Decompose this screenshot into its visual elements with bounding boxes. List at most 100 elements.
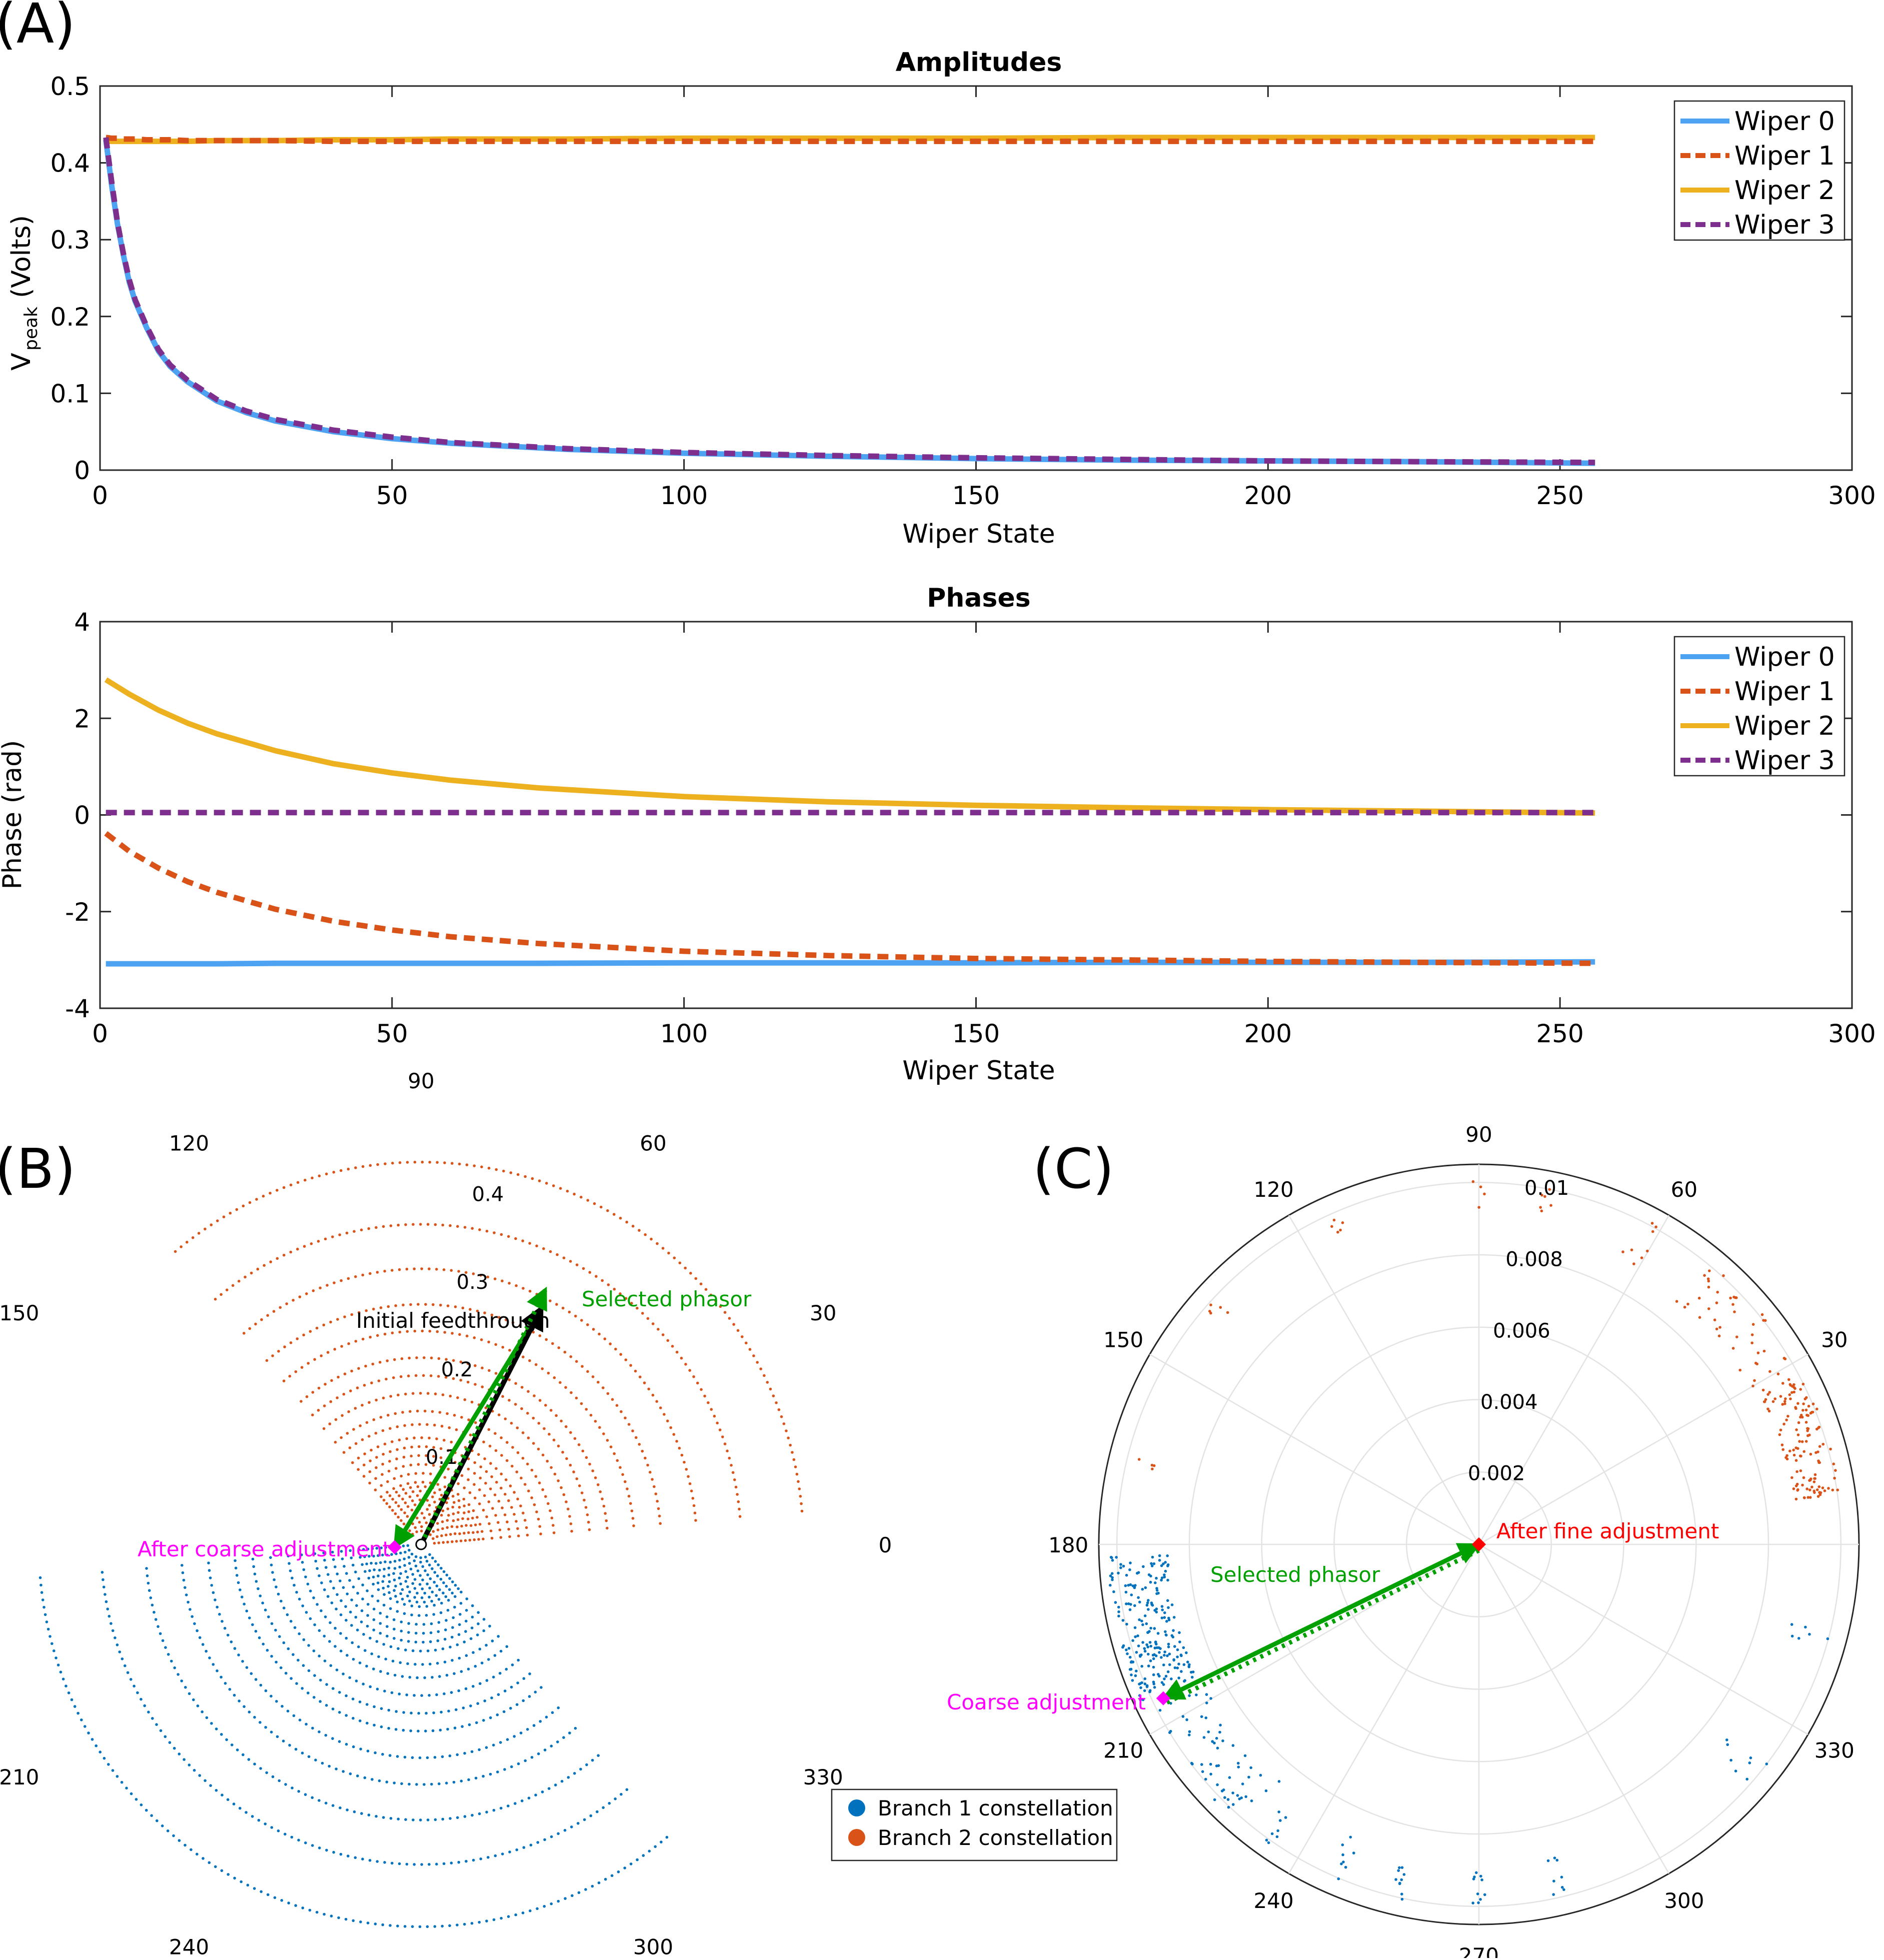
branch2-point bbox=[452, 1494, 455, 1498]
branch2-point bbox=[1477, 1206, 1480, 1209]
branch2-point bbox=[480, 1338, 483, 1341]
branch1-point bbox=[1134, 1635, 1137, 1638]
branch2-point bbox=[370, 1381, 373, 1384]
branch2-point bbox=[580, 1491, 584, 1494]
branch1-point bbox=[372, 1554, 375, 1558]
branch1-point bbox=[342, 1586, 345, 1589]
branch2-point bbox=[220, 1293, 223, 1296]
branch1-point bbox=[408, 1599, 411, 1602]
branch1-point bbox=[463, 1640, 466, 1643]
branch1-point bbox=[1337, 1877, 1340, 1880]
branch2-point bbox=[630, 1302, 633, 1305]
branch1-point bbox=[242, 1753, 245, 1756]
branch2-point bbox=[1646, 1249, 1649, 1253]
branch1-point bbox=[574, 1726, 577, 1730]
branch1-point bbox=[570, 1825, 573, 1828]
branch1-point bbox=[442, 1581, 445, 1584]
branch2-point bbox=[524, 1519, 527, 1522]
branch1-point bbox=[390, 1691, 394, 1694]
branch1-point bbox=[1216, 1783, 1219, 1786]
branch1-point bbox=[236, 1574, 239, 1577]
branch1-point bbox=[1139, 1686, 1142, 1689]
branch2-point bbox=[363, 1463, 366, 1466]
branch2-point bbox=[1762, 1319, 1765, 1322]
branch1-point bbox=[470, 1637, 473, 1640]
branch2-point bbox=[420, 1529, 423, 1533]
branch1-point bbox=[412, 1818, 415, 1821]
branch1-point bbox=[191, 1615, 194, 1618]
branch2-point bbox=[356, 1386, 359, 1389]
branch2-point bbox=[607, 1283, 610, 1286]
branch1-point bbox=[305, 1611, 308, 1614]
branch2-point bbox=[1651, 1230, 1654, 1233]
branch1-point bbox=[1110, 1572, 1114, 1575]
branch1-point bbox=[1143, 1614, 1147, 1617]
branch1-point bbox=[482, 1618, 486, 1621]
branch2-point bbox=[602, 1432, 605, 1435]
branch2-point bbox=[506, 1459, 509, 1462]
branch2-point bbox=[1654, 1225, 1657, 1228]
branch2-point bbox=[426, 1499, 429, 1502]
branch1-point bbox=[185, 1593, 188, 1596]
branch2-point bbox=[575, 1477, 579, 1480]
polar-b-constellations bbox=[39, 1160, 804, 1928]
polar-b-chart: 0306090120150180210240270300330 0.10.20.… bbox=[0, 1069, 1118, 1959]
branch1-point bbox=[1223, 1796, 1226, 1799]
branch2-point bbox=[376, 1445, 380, 1448]
branch1-point bbox=[1163, 1677, 1166, 1680]
branch2-point bbox=[588, 1528, 591, 1531]
branch2-point bbox=[438, 1488, 442, 1491]
branch1-point bbox=[193, 1622, 196, 1625]
branch2-point bbox=[1836, 1488, 1839, 1491]
selected-phasor-arrow-solid bbox=[393, 1305, 544, 1549]
branch2-point bbox=[1630, 1248, 1633, 1251]
branch1-point bbox=[410, 1711, 413, 1714]
branch1-point bbox=[210, 1584, 214, 1587]
branch1-point bbox=[149, 1596, 153, 1599]
branch1-point bbox=[472, 1858, 475, 1862]
branch2-point bbox=[368, 1401, 371, 1404]
branch2-point bbox=[282, 1379, 286, 1382]
branch2-point bbox=[615, 1404, 619, 1407]
branch2-point bbox=[1543, 1195, 1546, 1198]
branch2-point bbox=[333, 1281, 336, 1284]
branch1-point bbox=[564, 1897, 567, 1900]
branch1-point bbox=[1221, 1739, 1224, 1742]
branch2-point bbox=[522, 1287, 525, 1290]
branch2-point bbox=[357, 1468, 360, 1471]
branch1-point bbox=[625, 1788, 629, 1791]
branch1-point bbox=[1220, 1789, 1224, 1792]
branch2-point bbox=[282, 1186, 286, 1189]
branch1-point bbox=[1133, 1626, 1137, 1629]
branch2-point bbox=[530, 1468, 534, 1472]
branch2-point bbox=[594, 1420, 597, 1423]
branch2-point bbox=[461, 1517, 464, 1520]
branch1-point bbox=[284, 1832, 287, 1836]
branch2-point bbox=[325, 1172, 328, 1176]
branch1-point bbox=[337, 1916, 340, 1919]
polar-c-theta-label: 150 bbox=[1103, 1328, 1143, 1352]
branch1-point bbox=[1133, 1586, 1136, 1589]
branch1-point bbox=[1177, 1662, 1180, 1665]
branch1-point bbox=[301, 1561, 304, 1564]
branch1-point bbox=[360, 1812, 363, 1815]
branch1-point bbox=[403, 1564, 406, 1567]
branch2-point bbox=[382, 1452, 385, 1456]
branch1-point bbox=[1231, 1791, 1234, 1794]
branch1-point bbox=[40, 1583, 43, 1587]
branch1-point bbox=[415, 1631, 418, 1635]
branch1-point bbox=[529, 1909, 532, 1912]
branch2-point bbox=[421, 1480, 425, 1484]
branch2-point bbox=[269, 1260, 272, 1263]
branch2-point bbox=[654, 1492, 658, 1495]
branch2-point bbox=[542, 1247, 545, 1250]
branch1-point bbox=[447, 1598, 450, 1602]
branch2-point bbox=[414, 1481, 417, 1484]
branch1-point bbox=[456, 1643, 459, 1646]
branch2-point bbox=[736, 1493, 739, 1496]
branch2-point bbox=[432, 1537, 435, 1540]
branch1-point bbox=[1160, 1576, 1164, 1579]
branch1-point bbox=[341, 1557, 344, 1560]
branch1-point bbox=[1190, 1761, 1193, 1765]
branch2-point bbox=[1219, 1306, 1222, 1309]
